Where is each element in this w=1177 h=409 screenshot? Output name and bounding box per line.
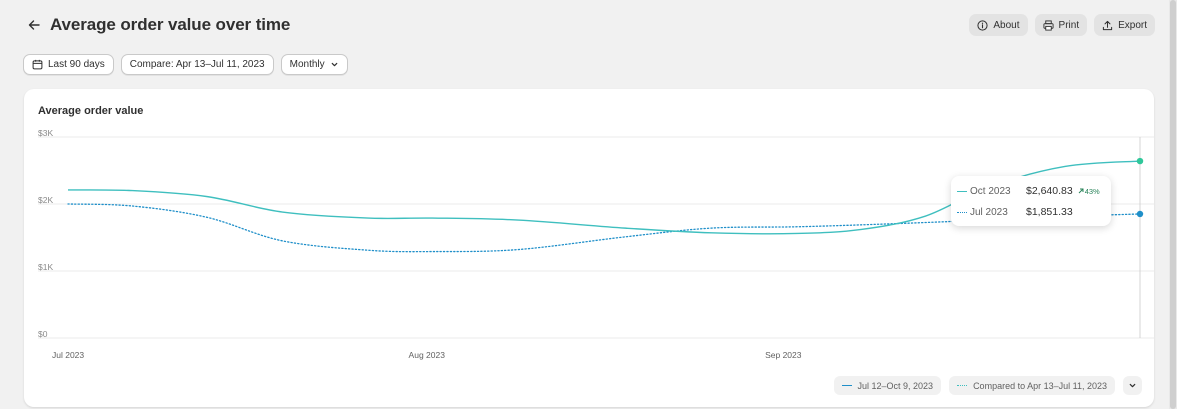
y-tick-label: $0 <box>38 329 48 339</box>
tooltip-row-current: Oct 2023 $2,640.83 43% <box>957 184 1100 198</box>
print-label: Print <box>1058 19 1080 31</box>
chart-svg: $0 $1K $2K $3K Jul 2023 Aug 2023 Sep 2023 <box>38 128 1154 360</box>
tooltip-current-value: $2,640.83 <box>1026 185 1073 197</box>
export-label: Export <box>1118 19 1147 31</box>
chart-legend: Jul 12–Oct 9, 2023 Compared to Apr 13–Ju… <box>833 376 1142 395</box>
previous-series-swatch <box>957 211 967 213</box>
print-button[interactable]: Print <box>1034 14 1088 36</box>
page-scrollbar-thumb[interactable] <box>1170 0 1176 409</box>
tooltip-change-value: 43% <box>1084 186 1100 196</box>
tooltip-current-label: Oct 2023 <box>970 185 1011 197</box>
about-button[interactable]: About <box>969 14 1028 36</box>
legend-current-label: Jul 12–Oct 9, 2023 <box>857 380 934 391</box>
export-button[interactable]: Export <box>1094 14 1155 36</box>
info-icon <box>977 19 988 31</box>
legend-current-series[interactable]: Jul 12–Oct 9, 2023 <box>833 376 942 395</box>
printer-icon <box>1042 19 1054 31</box>
legend-expand-button[interactable] <box>1123 376 1142 395</box>
chart-tooltip: Oct 2023 $2,640.83 43% Jul 2023 $1,851.3… <box>951 176 1111 226</box>
about-label: About <box>993 19 1020 31</box>
y-tick-label: $3K <box>38 128 53 138</box>
granularity-select[interactable]: Monthly <box>280 54 348 75</box>
legend-previous-swatch <box>957 385 968 386</box>
tooltip-previous-label: Jul 2023 <box>970 206 1008 218</box>
back-button[interactable] <box>24 15 44 35</box>
chevron-down-icon <box>331 62 337 67</box>
chart-title: Average order value <box>38 105 144 117</box>
current-endpoint <box>1136 157 1144 165</box>
tooltip-row-previous: Jul 2023 $1,851.33 <box>957 205 1073 219</box>
page-scrollbar[interactable] <box>1169 0 1177 409</box>
date-range-label: Last 90 days <box>48 59 105 70</box>
chart-card: Average order value $0 $1K $2K $3K Jul 2023 A… <box>24 89 1154 407</box>
x-tick-label: Sep 2023 <box>765 350 802 360</box>
compare-label: Compare: Apr 13–Jul 11, 2023 <box>129 59 265 70</box>
upload-icon <box>1102 20 1113 30</box>
chevron-down-icon <box>1129 383 1136 388</box>
calendar-icon <box>32 59 43 70</box>
header-actions: About Print Export <box>969 14 1155 36</box>
tooltip-previous-value: $1,851.33 <box>1026 206 1073 218</box>
current-series-swatch <box>957 190 967 192</box>
page-header: Average order value over time About Prin… <box>24 12 1155 38</box>
compare-button[interactable]: Compare: Apr 13–Jul 11, 2023 <box>120 54 274 75</box>
legend-previous-series[interactable]: Compared to Apr 13–Jul 11, 2023 <box>949 376 1115 395</box>
arrow-up-right-icon <box>1078 188 1084 194</box>
arrow-left-icon <box>28 20 40 30</box>
legend-previous-label: Compared to Apr 13–Jul 11, 2023 <box>973 380 1107 391</box>
x-tick-label: Jul 2023 <box>52 350 84 360</box>
y-tick-label: $2K <box>38 195 53 205</box>
filter-bar: Last 90 days Compare: Apr 13–Jul 11, 202… <box>23 54 348 75</box>
legend-current-swatch <box>841 385 852 386</box>
tooltip-change-badge: 43% <box>1078 187 1100 196</box>
previous-endpoint <box>1136 210 1144 218</box>
date-range-button[interactable]: Last 90 days <box>23 54 114 75</box>
x-tick-label: Aug 2023 <box>409 350 446 360</box>
y-tick-label: $1K <box>38 262 53 272</box>
page-title: Average order value over time <box>50 15 291 34</box>
granularity-label: Monthly <box>289 59 325 70</box>
